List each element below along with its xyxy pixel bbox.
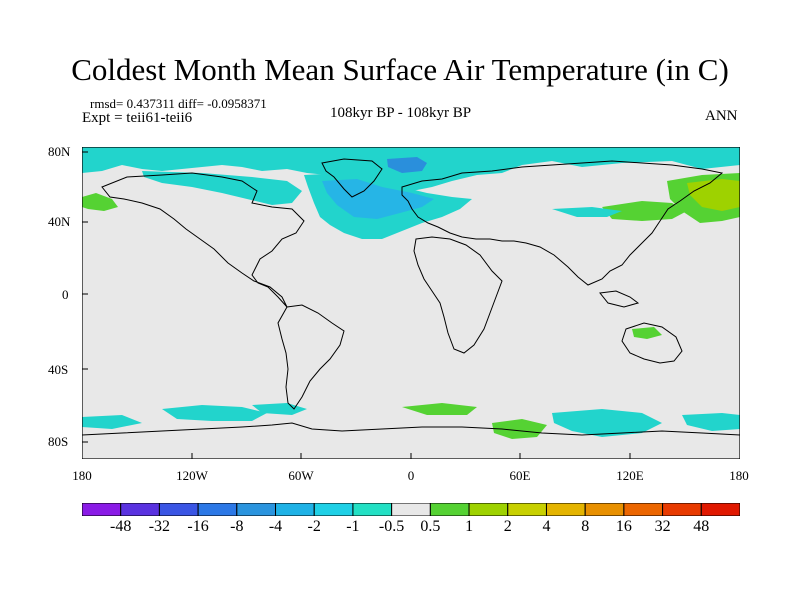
colorbar-box xyxy=(313,503,354,516)
alaska-green xyxy=(82,193,118,211)
asia-cyan-strip xyxy=(552,207,622,217)
australia-coast xyxy=(621,322,683,364)
colorbar-box xyxy=(662,503,702,516)
southern-ocean-cyan-5 xyxy=(682,413,740,431)
canada-cyan xyxy=(142,171,302,205)
lon-label-60w: 60W xyxy=(288,468,314,483)
southern-ocean-green-1 xyxy=(402,403,477,415)
southern-ocean-cyan-3 xyxy=(82,415,142,429)
lat-label-40n: 40N xyxy=(48,214,71,229)
coastlines xyxy=(82,158,740,436)
eurasia-coast xyxy=(401,160,724,286)
colorbar-label: 2 xyxy=(503,518,512,535)
australia-green xyxy=(632,327,662,339)
colorbar-box xyxy=(82,503,122,516)
colorbar-label: -1 xyxy=(346,518,360,535)
lon-label-60e: 60E xyxy=(509,468,531,483)
colorbar-label: 32 xyxy=(654,518,671,535)
lon-label-180w: 180 xyxy=(72,468,92,483)
temperature-map xyxy=(82,147,740,459)
lon-label-120w: 120W xyxy=(176,468,208,483)
colorbar-label: -4 xyxy=(268,518,283,535)
north-america-coast xyxy=(101,172,305,308)
colorbar-box xyxy=(158,503,199,516)
lat-label-80s: 80S xyxy=(48,434,69,449)
colorbar-box xyxy=(507,503,547,516)
colorbar-box xyxy=(623,503,664,516)
plot-title: Coldest Month Mean Surface Air Temperatu… xyxy=(71,52,729,87)
southern-ocean-green-2 xyxy=(492,419,547,439)
colorbar-label: 4 xyxy=(542,518,551,535)
colorbar-box xyxy=(236,503,277,516)
anomaly-patches xyxy=(82,147,740,439)
colorbar-box xyxy=(275,503,315,516)
colorbar-box xyxy=(197,503,238,516)
colorbar-label: -32 xyxy=(148,518,171,535)
africa-coast xyxy=(413,236,503,354)
colorbar-label: -48 xyxy=(110,518,132,535)
south-america-coast xyxy=(277,304,345,410)
colorbar-label: 0.5 xyxy=(420,518,441,535)
colorbar-label: -2 xyxy=(307,518,321,535)
colorbar-box xyxy=(545,503,586,516)
eurasia-green xyxy=(602,201,687,221)
colorbar-label: -8 xyxy=(230,518,244,535)
southern-ocean-cyan-1 xyxy=(162,405,267,421)
season-label: ANN xyxy=(705,108,738,124)
indonesia-coast xyxy=(599,290,640,308)
antarctica-coast xyxy=(82,422,740,436)
lon-label-0: 0 xyxy=(407,468,415,483)
lat-label-40s: 40S xyxy=(48,362,69,377)
lon-label-120e: 120E xyxy=(616,468,644,483)
colorbar-box xyxy=(120,503,160,516)
stats-text: rmsd= 0.437311 diff= -0.0958371 xyxy=(90,96,267,111)
lat-label-0: 0 xyxy=(62,287,69,302)
colorbar-label: 16 xyxy=(615,518,632,535)
southern-ocean-cyan-2 xyxy=(252,403,307,415)
colorbar-label: -0.5 xyxy=(378,518,405,535)
colorbar-box xyxy=(429,503,470,516)
greenland-sea-blue xyxy=(387,157,427,173)
north-atlantic-blue xyxy=(322,179,434,219)
colorbar-box xyxy=(700,503,740,516)
map-ticks xyxy=(82,151,631,459)
lat-label-80n: 80N xyxy=(48,144,71,159)
southern-ocean-cyan-4 xyxy=(552,409,662,437)
colorbar-box xyxy=(584,503,625,516)
colorbar xyxy=(82,503,740,516)
colorbar-label: 1 xyxy=(465,518,474,535)
period-label: 108kyr BP - 108kyr BP xyxy=(330,105,472,121)
kamchatka-yellow xyxy=(687,179,740,211)
colorbar-label: 48 xyxy=(693,518,710,535)
colorbar-label: -16 xyxy=(187,518,209,535)
lon-label-180e: 180 xyxy=(729,468,749,483)
experiment-label: Expt = teii61-teii6 xyxy=(82,110,193,126)
greenland-coast xyxy=(321,158,383,198)
colorbar-box xyxy=(468,503,509,516)
colorbar-box xyxy=(352,503,393,516)
colorbar-label: 8 xyxy=(581,518,590,535)
colorbar-box xyxy=(391,503,431,516)
